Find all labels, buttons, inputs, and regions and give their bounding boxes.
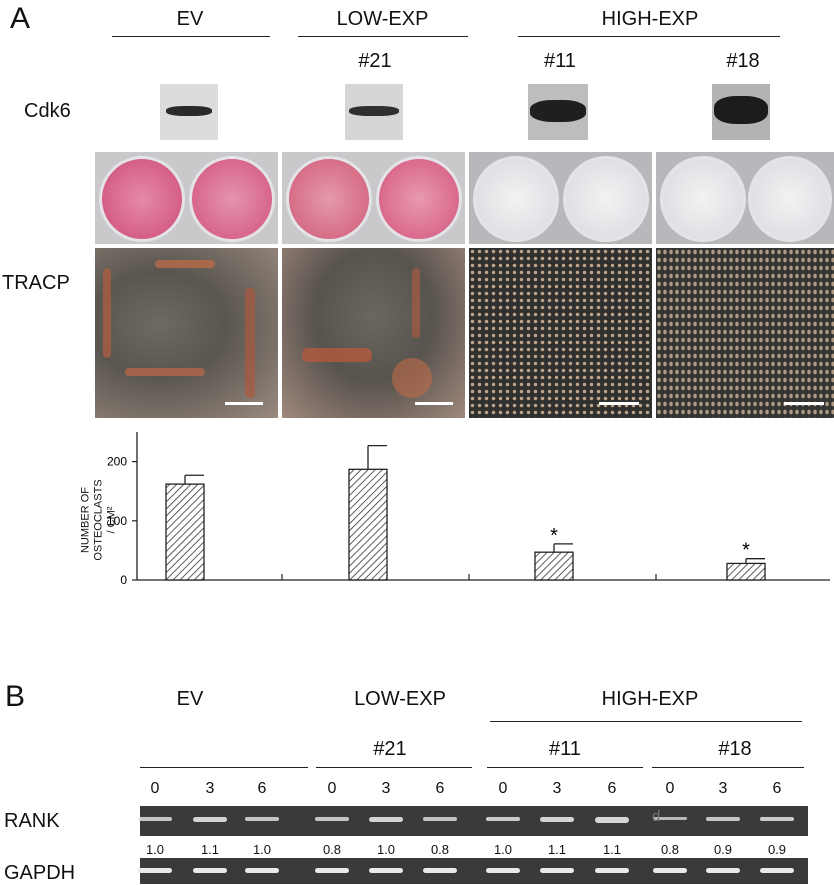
gapdh-band-8 (595, 868, 629, 873)
tracp-micrograph-18 (656, 248, 834, 418)
row-label-gapdh: GAPDH (4, 862, 76, 884)
tracp-dish-18 (656, 152, 834, 244)
group-rule-low (298, 36, 468, 37)
rank-band-3 (315, 817, 349, 821)
gapdh-band-3 (315, 868, 349, 873)
time-point-0: 0 (150, 780, 160, 797)
y-tick-label-2: 200 (107, 455, 127, 469)
group-rule-ev (112, 36, 270, 37)
rank-ratio-9: 0.8 (660, 842, 680, 857)
significance-asterisk-2: * (550, 525, 558, 547)
tracp-dish-ev (95, 152, 278, 244)
time-point-7: 3 (552, 780, 562, 797)
rank-ratio-11: 0.9 (767, 842, 787, 857)
group-rule-high (518, 36, 780, 37)
rank-ratio-4: 1.0 (376, 842, 396, 857)
gapdh-band-10 (706, 868, 740, 873)
time-point-2: 6 (257, 780, 267, 797)
time-point-6: 0 (498, 780, 508, 797)
rank-band-2 (245, 817, 279, 821)
tracp-micrograph-11 (469, 248, 652, 418)
row-label-rank: RANK (4, 810, 60, 832)
rank-band-0 (138, 817, 172, 821)
tracp-dish-21 (282, 152, 465, 244)
rank-band-7 (540, 817, 574, 822)
b-group-label-ev: EV (176, 688, 204, 710)
time-point-11: 6 (772, 780, 782, 797)
rank-gel (138, 806, 808, 836)
time-point-5: 6 (435, 780, 445, 797)
cdk6-blot-18 (712, 84, 770, 140)
y-tick-label-1: 100 (107, 514, 127, 528)
gapdh-band-1 (193, 868, 227, 873)
rank-ratio-2: 1.0 (252, 842, 272, 857)
rank-ratio-0: 1.0 (145, 842, 165, 857)
rank-ratio-3: 0.8 (322, 842, 342, 857)
y-tick-label-0: 0 (120, 573, 127, 587)
row-label-cdk6: Cdk6 (24, 100, 71, 122)
group-label-ev: EV (176, 8, 204, 30)
clone-label-18: #18 (726, 50, 760, 72)
b-clone-label-11: #11 (549, 738, 581, 760)
gapdh-band-4 (369, 868, 403, 873)
rank-band-10 (706, 817, 740, 821)
b-group-rule-high (490, 721, 802, 722)
rank-band-9 (653, 817, 687, 820)
b-rule-ev (140, 767, 308, 768)
group-label-high: HIGH-EXP (601, 8, 699, 30)
b-rule-21 (316, 767, 472, 768)
tracp-micrograph-21 (282, 248, 465, 418)
rank-ratio-10: 0.9 (713, 842, 733, 857)
rank-band-5 (423, 817, 457, 821)
b-rule-11 (487, 767, 643, 768)
b-clone-label-18: #18 (718, 738, 752, 760)
time-point-3: 0 (327, 780, 337, 797)
time-point-10: 3 (718, 780, 728, 797)
time-point-8: 6 (607, 780, 617, 797)
tracp-dish-11 (469, 152, 652, 244)
tracp-micrograph-ev (95, 248, 278, 418)
gapdh-band-9 (653, 868, 687, 873)
clone-label-11: #11 (544, 50, 576, 72)
significance-asterisk-3: * (742, 540, 750, 562)
bar-2 (534, 551, 574, 581)
time-point-9: 0 (665, 780, 675, 797)
time-point-4: 3 (381, 780, 391, 797)
rank-ratio-5: 0.8 (430, 842, 450, 857)
gapdh-band-11 (760, 868, 794, 873)
rank-ratio-6: 1.0 (493, 842, 513, 857)
rank-band-6 (486, 817, 520, 821)
cdk6-blot-11 (528, 84, 588, 140)
stray-mark: d (652, 808, 661, 825)
bar-0 (165, 483, 205, 581)
gapdh-band-2 (245, 868, 279, 873)
gapdh-band-6 (486, 868, 520, 873)
group-label-low: LOW-EXP (336, 8, 429, 30)
time-point-1: 3 (205, 780, 215, 797)
bar-3 (726, 562, 766, 581)
rank-band-11 (760, 817, 794, 821)
cdk6-blot-21 (345, 84, 403, 140)
rank-band-4 (369, 817, 403, 822)
panel-b-letter: B (5, 680, 26, 713)
panel-a-letter: A (10, 2, 31, 35)
gapdh-band-0 (138, 868, 172, 873)
gapdh-band-7 (540, 868, 574, 873)
rank-band-8 (595, 817, 629, 823)
rank-band-1 (193, 817, 227, 822)
b-rule-18 (652, 767, 804, 768)
row-label-tracp: TRACP (2, 272, 70, 294)
b-group-label-low: LOW-EXP (354, 688, 446, 710)
gapdh-band-5 (423, 868, 457, 873)
b-clone-label-21: #21 (373, 738, 407, 760)
osteoclast-bar-chart: 0 100 200 * * (107, 432, 830, 587)
gapdh-gel (138, 858, 808, 884)
b-group-label-high: HIGH-EXP (601, 688, 699, 710)
rank-ratio-1: 1.1 (200, 842, 220, 857)
rank-ratio-7: 1.1 (547, 842, 567, 857)
clone-label-21: #21 (358, 50, 392, 72)
cdk6-blot-ev (160, 84, 218, 140)
bar-1 (348, 468, 388, 581)
rank-ratio-8: 1.1 (602, 842, 622, 857)
